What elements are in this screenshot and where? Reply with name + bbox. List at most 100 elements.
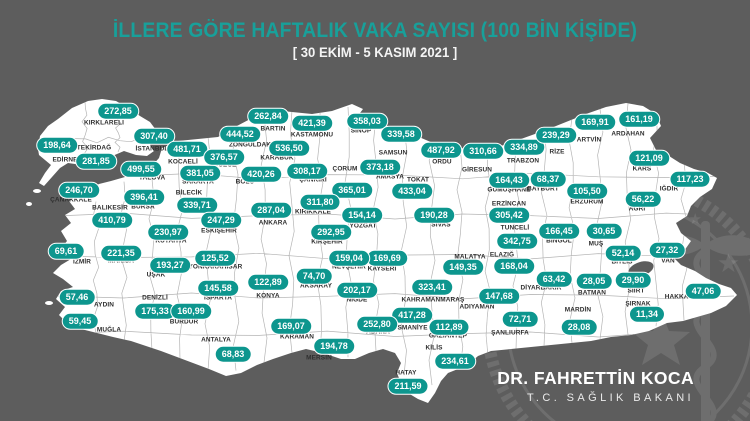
province-value-badge: 444,52 [219,126,261,143]
province-value-badge: 69,61 [48,243,85,260]
province-value-badge: 198,64 [36,137,78,154]
province-value-badge: 159,04 [328,250,370,267]
province-name-label: ŞANLIURFA [491,330,529,337]
province-value-badge: 125,52 [194,250,236,267]
province-name-label: DENİZLİ [142,295,168,302]
province-name-label: MUĞLA [97,327,121,334]
province-value-badge: 112,89 [428,319,469,336]
province-name-label: TEKİRDAĞ [77,145,111,152]
province-value-badge: 52,14 [605,245,642,262]
province-value-badge: 230,97 [147,224,189,241]
province-value-badge: 342,75 [496,233,538,250]
province-name-label: RİZE [549,149,564,156]
province-value-badge: 373,18 [359,159,401,176]
province-name-label: KARAMAN [280,334,314,341]
province-value-badge: 381,05 [179,165,221,182]
province-name-label: ÇORUM [333,166,358,173]
province-value-badge: 281,85 [75,153,117,170]
province-value-badge: 74,70 [296,268,333,285]
island [26,202,32,206]
province-name-label: KARS [633,166,652,173]
province-name-label: BALIKESİR [92,205,128,212]
province-value-badge: 323,41 [411,279,453,296]
province-name-label: BARTIN [261,126,286,133]
province-value-badge: 194,78 [313,338,355,355]
province-value-badge: 47,06 [685,283,722,300]
province-value-badge: 68,83 [215,346,252,363]
province-value-badge: 358,03 [346,113,388,130]
minister-name: DR. FAHRETTİN KOCA [497,368,694,389]
province-name-label: ANTALYA [201,337,231,344]
province-value-badge: 252,80 [356,316,398,333]
province-name-label: VAN [661,258,674,265]
province-value-badge: 339,58 [380,126,422,143]
province-name-label: KAHRAMANMARAŞ [402,297,465,304]
province-value-badge: 239,29 [535,127,577,144]
province-name-label: BURDUR [170,319,199,326]
province-name-label: YOZGAT [349,223,376,230]
watermark-star-icon: ★ [689,210,702,228]
minister-role: T.C. SAĞLIK BAKANI [497,392,694,404]
province-name-label: BİLECİK [176,190,202,197]
province-value-badge: 190,28 [413,207,455,224]
province-value-badge: 161,19 [618,111,660,128]
province-value-badge: 63,42 [536,271,573,288]
province-value-badge: 202,17 [336,282,378,299]
province-name-label: KASTAMONU [291,132,333,139]
province-value-badge: 481,71 [166,141,208,158]
province-name-label: TUNCELİ [501,225,530,232]
infographic-canvas: ★ ★ İLLERE GÖRE HAFTALIK VAKA SAYISI (10… [0,0,750,421]
province-value-badge: 121,09 [628,150,670,167]
province-value-badge: 305,42 [488,207,530,224]
province-value-badge: 420,26 [240,166,282,183]
province-name-label: HATAY [395,370,416,377]
province-value-badge: 147,68 [478,288,520,305]
province-value-badge: 287,04 [250,202,292,219]
province-value-badge: 169,69 [366,250,408,267]
province-value-badge: 272,85 [97,103,139,120]
province-value-badge: 169,07 [270,318,312,335]
province-value-badge: 164,43 [488,172,530,189]
province-value-badge: 421,39 [291,115,333,132]
province-value-badge: 246,70 [58,182,100,199]
province-name-label: BATMAN [578,290,606,297]
province-value-badge: 57,46 [59,289,96,306]
province-value-badge: 410,79 [91,212,133,229]
province-name-label: TRABZON [507,158,539,165]
province-name-label: ANKARA [259,220,288,227]
province-value-badge: 59,45 [62,313,99,330]
province-value-badge: 72,71 [502,311,539,328]
province-name-label: MARDİN [565,307,591,314]
province-value-badge: 105,50 [566,183,608,200]
province-value-badge: 536,50 [268,140,310,157]
province-value-badge: 234,61 [434,353,476,370]
province-value-badge: 168,04 [493,258,535,275]
province-name-label: ZONGULDAK [229,142,271,149]
province-name-label: EDİRNE [53,157,78,164]
province-name-label: İSTANBUL [136,146,169,153]
province-name-label: KAYSERİ [368,266,397,273]
province-value-badge: 193,27 [149,257,191,274]
province-value-badge: 308,17 [286,163,328,180]
signature-block: DR. FAHRETTİN KOCA T.C. SAĞLIK BAKANI [497,368,694,404]
province-value-badge: 154,14 [341,207,383,224]
province-value-badge: 166,45 [538,223,580,240]
province-name-label: ESKİŞEHİR [201,228,237,235]
province-name-label: KİLİS [426,345,443,352]
province-value-badge: 11,34 [629,306,665,323]
province-value-badge: 247,29 [200,212,242,229]
province-name-label: AYDIN [94,302,114,309]
province-value-badge: 169,91 [574,114,616,131]
province-value-badge: 499,55 [120,161,162,178]
province-value-badge: 27,32 [649,242,686,259]
province-name-label: ADIYAMAN [460,304,495,311]
province-name-label: ARDAHAN [611,131,644,138]
province-value-badge: 487,92 [420,142,462,159]
province-name-label: İZMİR [73,259,91,266]
province-name-label: SİİRT [628,288,645,295]
province-value-badge: 396,41 [123,189,165,206]
province-value-badge: 311,80 [299,194,340,211]
province-name-label: KONYA [256,293,279,300]
province-name-label: ERZURUM [571,199,604,206]
province-value-badge: 310,66 [462,143,504,160]
